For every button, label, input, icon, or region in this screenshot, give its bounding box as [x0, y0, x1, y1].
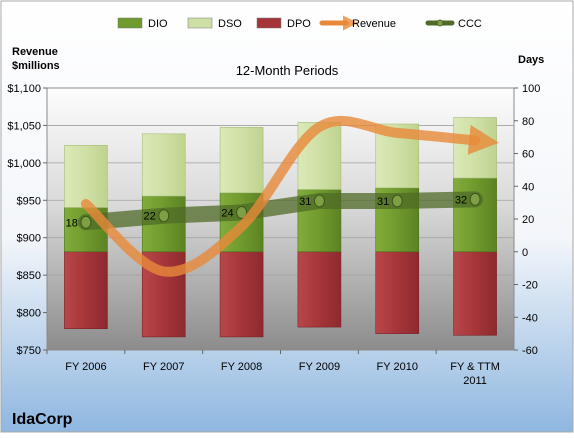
left-tick-label: $750: [17, 345, 41, 357]
legend: DIO DSO DPO Revenue CCC: [117, 15, 482, 31]
right-tick-label: 20: [522, 214, 534, 226]
legend-label-dso: DSO: [218, 18, 242, 30]
left-axis-label-line: $millions: [12, 60, 60, 72]
bar-dso-fy-2008: [219, 127, 264, 194]
ccc-point: [80, 215, 92, 229]
left-axis-label-line: Revenue: [12, 46, 58, 58]
ccc-point: [158, 209, 170, 223]
bar-dpo-fy-2006: [64, 251, 108, 330]
left-tick-label: $1,000: [7, 158, 41, 170]
x-tick-label-line: FY & TTM: [450, 361, 500, 373]
ccc-point: [313, 194, 325, 208]
ccc-data-label: 18: [66, 217, 78, 229]
right-tick-label: 60: [522, 149, 534, 161]
right-tick-label: 100: [522, 83, 540, 95]
left-axis-label: Revenue $millions: [12, 46, 60, 72]
right-tick-label: 40: [522, 181, 534, 193]
ccc-point: [391, 194, 403, 208]
ccc-point: [469, 192, 481, 206]
legend-swatch-dio: [117, 17, 143, 29]
legend-swatch-dpo: [256, 17, 282, 29]
company-name: IdaCorp: [12, 411, 73, 428]
ccc-data-label: 24: [221, 207, 233, 219]
left-tick-label: $1,100: [7, 83, 41, 95]
x-tick-label-line: 2011: [463, 375, 487, 387]
x-tick-label: FY 2008: [221, 361, 262, 373]
left-tick-label: $1,050: [7, 120, 41, 132]
right-tick-label: -60: [522, 345, 538, 357]
left-tick-label: $850: [17, 270, 41, 282]
bar-dpo-fy-2009: [297, 251, 342, 328]
ccc-data-label: 31: [299, 196, 311, 208]
x-tick-label: FY 2007: [143, 361, 184, 373]
x-tick-label: FY 2009: [299, 361, 340, 373]
legend-label-revenue: Revenue: [352, 18, 396, 30]
ccc-data-label: 22: [144, 211, 156, 223]
left-tick-label: $900: [17, 233, 41, 245]
ccc-data-label: 31: [377, 196, 389, 208]
legend-marker-ccc: [436, 19, 444, 27]
ccc-series: 18 22 24 31 31 32: [66, 191, 484, 231]
bar-dpo-fy-2010: [375, 251, 420, 334]
right-tick-label: 80: [522, 116, 534, 128]
left-tick-label: $950: [17, 195, 41, 207]
ccc-point: [236, 205, 248, 219]
x-tick-label: FY & TTM 2011: [450, 361, 500, 387]
ccc-line: [77, 191, 484, 231]
legend-label-dpo: DPO: [287, 18, 311, 30]
right-tick-label: 0: [522, 247, 528, 259]
chart-title: 12-Month Periods: [236, 63, 339, 78]
x-axis-ticks: FY 2006 FY 2007 FY 2008 FY 2009 FY 2010 FY & …: [46, 350, 500, 387]
right-axis-label: Days: [518, 54, 544, 66]
right-axis-ticks: -60 -40 -20 0 20 40 60 80 100: [514, 83, 540, 357]
right-tick-label: -20: [522, 280, 538, 292]
bar-dpo-fy-2008: [219, 251, 264, 338]
right-tick-label: -40: [522, 312, 538, 324]
legend-label-dio: DIO: [148, 18, 168, 30]
legend-label-ccc: CCC: [458, 18, 482, 30]
gridlines: [47, 125, 514, 313]
revenue-series: [80, 115, 499, 277]
bar-dso-fy-ttm-2011: [453, 117, 497, 179]
bar-dso-fy-2006: [64, 145, 108, 208]
x-tick-label: FY 2006: [65, 361, 106, 373]
revenue-line: [80, 115, 499, 277]
bar-dpo-fy-ttm-2011: [453, 251, 497, 336]
legend-swatch-dso: [187, 17, 213, 29]
bar-dio-fy-ttm-2011: [453, 177, 497, 253]
left-axis-ticks: $750 $800 $850 $900 $950 $1,000 $1,050 $1,100: [7, 83, 47, 357]
left-tick-label: $800: [17, 308, 41, 320]
x-tick-label: FY 2010: [377, 361, 418, 373]
bar-dso-fy-2007: [141, 133, 186, 197]
ccc-data-label: 32: [455, 194, 467, 206]
